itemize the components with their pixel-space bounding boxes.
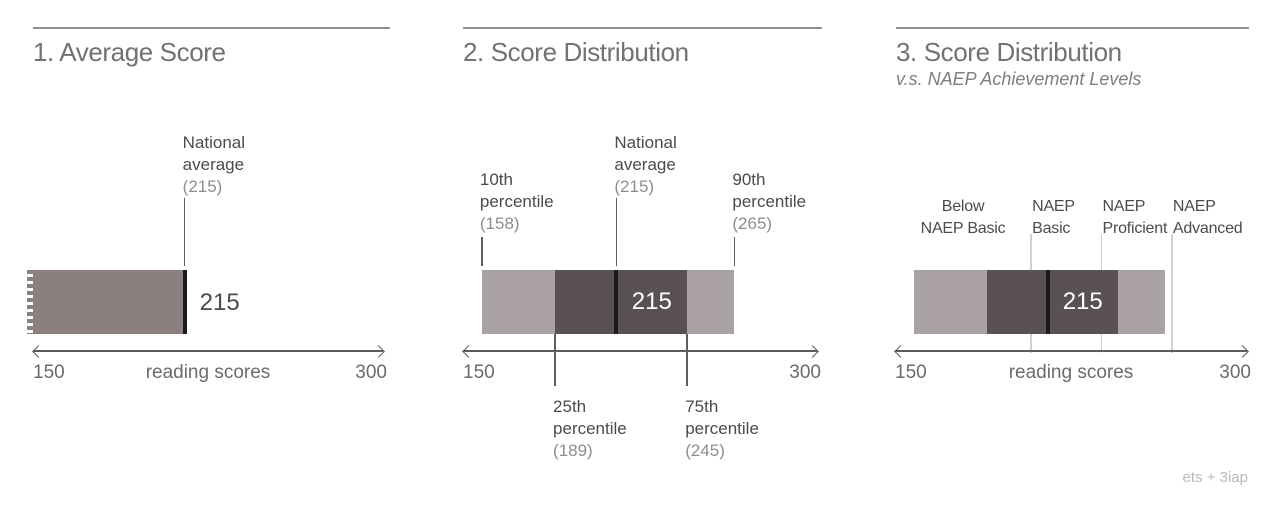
axis-right-arrowhead xyxy=(372,344,385,358)
torn-edge xyxy=(27,270,33,334)
panel-2-title: 2. Score Distribution xyxy=(463,37,689,67)
bar-segment xyxy=(481,270,556,334)
annotation-label-text: National xyxy=(614,133,677,152)
annotation-label-text: average xyxy=(614,155,676,174)
x-axis-line xyxy=(33,350,383,352)
axis-caption: reading scores xyxy=(145,362,271,383)
axis-left-arrowhead xyxy=(462,344,475,358)
threshold-label-text: Advanced xyxy=(1172,220,1243,237)
threshold-label-text: Proficient xyxy=(1102,220,1168,237)
region-label: Below NAEP Basic xyxy=(893,196,1033,240)
panel-1-title: 1. Average Score xyxy=(33,37,226,67)
annotation-label: National average (215) xyxy=(183,132,245,198)
annotation-label-text: percentile xyxy=(732,192,807,211)
annotation-label: 75th percentile (245) xyxy=(685,396,759,462)
annotation-leader-line xyxy=(615,198,618,266)
annotation-label-text: percentile xyxy=(479,192,554,211)
threshold-label-text: Basic xyxy=(1032,220,1071,237)
x-axis-line xyxy=(895,350,1247,352)
annotation-label: 90th percentile (265) xyxy=(732,169,806,235)
axis-left-arrowhead xyxy=(32,344,45,358)
panel-3-title: 3. Score Distribution xyxy=(896,37,1122,67)
annotation-label-text: 90th xyxy=(732,170,766,189)
axis-right-arrowhead xyxy=(806,344,819,358)
annotation-label-text: 10th xyxy=(479,170,513,189)
annotation-label-text: percentile xyxy=(685,419,759,438)
threshold-label-text: NAEP xyxy=(1172,198,1216,215)
bar-segment xyxy=(1117,270,1165,334)
annotation-label-value: (158) xyxy=(479,214,520,233)
region-label-text: Below xyxy=(941,198,985,215)
annotation-label-value: (189) xyxy=(553,441,593,460)
annotation-label-value: (215) xyxy=(182,177,223,196)
annotation-label: 25th percentile (189) xyxy=(553,396,627,462)
threshold-label: NAEP Advanced xyxy=(1173,196,1243,240)
axis-max-label: 300 xyxy=(355,362,387,383)
annotation-leader-line xyxy=(554,334,556,386)
x-axis-line xyxy=(463,350,817,352)
panel-1-header-rule xyxy=(33,27,390,29)
annotation-label-text: National xyxy=(182,133,246,152)
threshold-label: NAEP Basic xyxy=(1032,196,1075,240)
threshold-label-text: NAEP xyxy=(1102,198,1146,215)
axis-caption: reading scores xyxy=(1008,362,1134,383)
threshold-line xyxy=(1171,234,1173,353)
annotation-label-text: average xyxy=(182,155,245,174)
region-label-text: NAEP Basic xyxy=(920,220,1006,237)
panel-3-subtitle: v.s. NAEP Achievement Levels xyxy=(896,69,1142,89)
panel-2-header-rule xyxy=(463,27,822,29)
annotation-label-text: 25th xyxy=(553,397,587,416)
threshold-label: NAEP Proficient xyxy=(1103,196,1168,240)
attribution: ets + 3iap xyxy=(1182,469,1248,486)
bar-segment xyxy=(986,270,1118,334)
annotation-leader-line xyxy=(733,237,736,266)
average-marker xyxy=(182,270,187,334)
annotation-label: 10th percentile (158) xyxy=(480,169,554,235)
annotation-leader-line xyxy=(183,198,186,266)
annotation-leader-line xyxy=(686,334,688,386)
annotation-leader-line xyxy=(481,237,483,266)
bar-segment xyxy=(913,270,987,334)
annotation-label-text: percentile xyxy=(553,419,627,438)
threshold-label-text: NAEP xyxy=(1032,198,1075,215)
bar-segment xyxy=(33,270,185,334)
bar-segment xyxy=(555,270,688,334)
bar-segment xyxy=(687,270,735,334)
annotation-label-value: (215) xyxy=(614,177,655,196)
average-marker xyxy=(614,270,619,334)
panel-3-header-rule xyxy=(896,27,1249,29)
axis-max-label: 300 xyxy=(1219,362,1251,383)
axis-right-arrowhead xyxy=(1236,344,1249,358)
axis-min-label: 150 xyxy=(895,362,927,383)
axis-min-label: 150 xyxy=(463,362,495,383)
annotation-label-text: 75th xyxy=(685,397,719,416)
axis-min-label: 150 xyxy=(33,362,65,383)
axis-left-arrowhead xyxy=(894,344,907,358)
axis-max-label: 300 xyxy=(789,362,821,383)
bar-value-label: 215 xyxy=(1062,288,1103,315)
annotation-label-value: (265) xyxy=(732,214,773,233)
bar-value-label: 215 xyxy=(199,289,240,316)
annotation-label-value: (245) xyxy=(685,441,725,460)
average-marker xyxy=(1045,270,1050,334)
annotation-label: National average (215) xyxy=(614,132,676,198)
bar-value-label: 215 xyxy=(631,288,672,315)
